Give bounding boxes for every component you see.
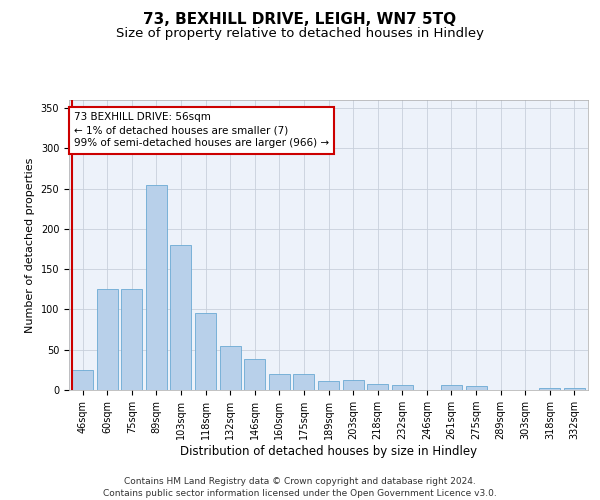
- Text: Size of property relative to detached houses in Hindley: Size of property relative to detached ho…: [116, 28, 484, 40]
- Bar: [269, 374, 290, 390]
- Bar: [343, 380, 364, 390]
- Bar: [146, 184, 167, 390]
- Bar: [367, 384, 388, 390]
- Bar: [195, 314, 216, 390]
- Bar: [220, 346, 241, 390]
- Bar: [170, 245, 191, 390]
- Bar: [121, 290, 142, 390]
- Bar: [97, 290, 118, 390]
- Bar: [293, 374, 314, 390]
- Y-axis label: Number of detached properties: Number of detached properties: [25, 158, 35, 332]
- Bar: [392, 385, 413, 390]
- Bar: [539, 388, 560, 390]
- X-axis label: Distribution of detached houses by size in Hindley: Distribution of detached houses by size …: [180, 445, 477, 458]
- Bar: [244, 360, 265, 390]
- Bar: [72, 370, 93, 390]
- Bar: [466, 386, 487, 390]
- Text: 73 BEXHILL DRIVE: 56sqm
← 1% of detached houses are smaller (7)
99% of semi-deta: 73 BEXHILL DRIVE: 56sqm ← 1% of detached…: [74, 112, 329, 148]
- Text: 73, BEXHILL DRIVE, LEIGH, WN7 5TQ: 73, BEXHILL DRIVE, LEIGH, WN7 5TQ: [143, 12, 457, 28]
- Text: Contains HM Land Registry data © Crown copyright and database right 2024.
Contai: Contains HM Land Registry data © Crown c…: [103, 476, 497, 498]
- Bar: [564, 388, 585, 390]
- Bar: [318, 381, 339, 390]
- Bar: [441, 385, 462, 390]
